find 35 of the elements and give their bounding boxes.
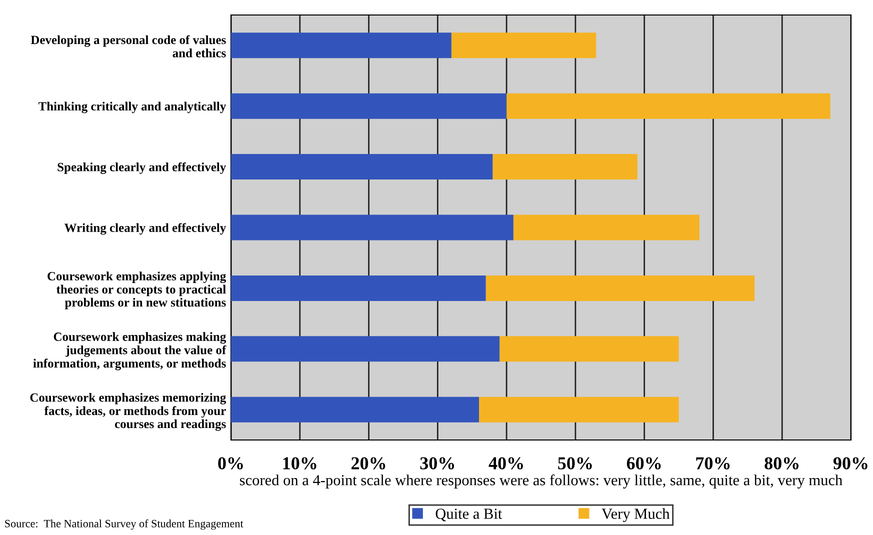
y-tick-label: Coursework emphasizes applying theories or concepts to practical problems or in new stituations (48, 272, 226, 310)
x-tick-label: 0% (218, 457, 243, 470)
bar (500, 336, 679, 362)
x-tick-label: 70% (696, 457, 730, 470)
y-tick-label: Coursework emphasizes memorizing facts, ideas, or methods from your courses and readings (30, 392, 226, 431)
bar (479, 396, 679, 422)
x-tick-label: 50% (558, 457, 592, 470)
y-tick-label: Thinking critically and analytically (38, 102, 226, 114)
bar (231, 154, 493, 180)
y-tick-label: Developing a personal code of values and ethics (30, 35, 226, 58)
bar (231, 396, 479, 422)
y-tick-label: Speaking clearly and effectively (58, 162, 226, 174)
bar (231, 336, 500, 362)
bar (506, 93, 830, 119)
x-tick-label: 80% (764, 457, 798, 470)
y-tick-label: Writing clearly and effectively (64, 223, 226, 235)
bar (231, 275, 486, 301)
x-tick-label: 60% (626, 457, 661, 470)
x-tick-label: 10% (283, 457, 316, 470)
bar (486, 275, 755, 301)
x-axis-title: scored on a 4-point scale where responses were as follows: very little, same, quite a bit, very much (240, 474, 842, 488)
bar (231, 32, 452, 58)
x-tick-label: 30% (420, 457, 454, 470)
source-note: Source: The National Survey of Student Engagement (5, 519, 244, 530)
x-tick-label: 90% (833, 457, 868, 470)
bar (513, 214, 700, 240)
y-tick-label: Coursework emphasizes making judgements about the value of information, arguments, or methods (33, 332, 226, 370)
x-tick-label: 40% (488, 457, 523, 470)
x-tick-label: 20% (351, 457, 386, 470)
bar (492, 154, 638, 180)
bar (451, 32, 596, 58)
legend-label: Very Much (602, 508, 670, 522)
bar (231, 214, 514, 240)
legend-label: Quite a Bit (436, 508, 502, 522)
bar (231, 93, 507, 119)
